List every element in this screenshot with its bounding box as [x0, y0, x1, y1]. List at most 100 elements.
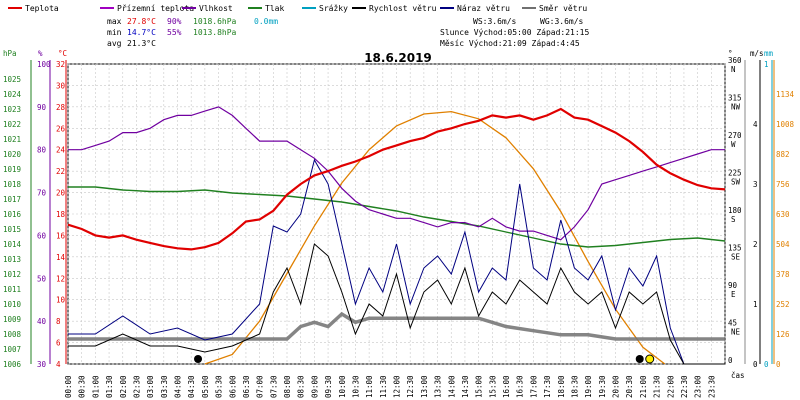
- wind-speed-stat: WS:3.6m/s: [473, 17, 517, 26]
- series-wind-gust: [68, 158, 725, 365]
- legend-label-pressure: Tlak: [265, 4, 284, 13]
- axis-label-dir: °: [728, 49, 733, 58]
- series-humidity: [68, 106, 725, 241]
- tick-hpa: 1025: [3, 75, 21, 84]
- tick-time: 08:30: [297, 375, 306, 398]
- max-rain: 0.0mm: [254, 17, 278, 26]
- series: [67, 106, 726, 365]
- tick-humidity: 40: [37, 317, 47, 326]
- tick-time: 22:00: [666, 375, 675, 398]
- tick-dir: 225: [728, 169, 742, 178]
- tick-time: 05:30: [215, 375, 224, 398]
- tick-solar: 252: [776, 300, 790, 309]
- series-wind-speed: [68, 243, 725, 365]
- series-solar: [204, 110, 666, 365]
- tick-humidity: 60: [37, 231, 47, 240]
- tick-hpa: 1006: [3, 360, 22, 369]
- moon-marker: [194, 355, 203, 363]
- tick-time: 03:00: [146, 375, 155, 398]
- tick-temp: 28: [56, 103, 66, 112]
- axis-label-hpa: hPa: [3, 49, 17, 58]
- tick-time: 02:00: [119, 375, 128, 398]
- tick-temp: 18: [56, 210, 66, 219]
- tick-time: 04:30: [187, 375, 196, 398]
- tick-dir-name: S: [731, 215, 736, 224]
- tick-dir: 180: [728, 206, 742, 215]
- tick-rain: 1: [764, 60, 769, 69]
- tick-temp: 20: [56, 189, 66, 198]
- tick-humidity: 90: [37, 103, 47, 112]
- chart-title: 18.6.2019: [364, 51, 432, 65]
- legend: Teplota Přízemní teplota Vlhkost Tlak Srážky…: [8, 4, 587, 13]
- legend-label-feels_like: Přízemní teplota: [117, 4, 194, 13]
- tick-solar: 126: [776, 330, 790, 339]
- tick-temp: 12: [56, 274, 65, 283]
- tick-hpa: 1009: [3, 315, 21, 324]
- axis-label-rain: mm: [764, 49, 774, 58]
- tick-temp: 24: [56, 146, 66, 155]
- tick-hpa: 1008: [3, 330, 22, 339]
- tick-time: 14:30: [461, 375, 470, 398]
- tick-wind: 1: [753, 300, 758, 309]
- tick-dir: 90: [728, 281, 738, 290]
- tick-solar: 756: [776, 180, 790, 189]
- avg-temp: 21.3°C: [127, 39, 156, 48]
- axis-label-wind: m/s: [750, 49, 764, 58]
- sun-times: Slunce Východ:05:00 Západ:21:15: [440, 28, 589, 37]
- tick-time: 19:00: [584, 375, 593, 398]
- tick-time: 12:00: [393, 375, 402, 398]
- tick-time: 16:30: [516, 375, 525, 398]
- min-pressure: 1013.8hPa: [193, 28, 237, 37]
- tick-time: 06:00: [228, 375, 237, 398]
- tick-dir: 45: [728, 319, 737, 328]
- moonset-marker: [635, 355, 644, 363]
- tick-temp: 14: [56, 253, 66, 262]
- tick-time: 19:30: [598, 375, 607, 398]
- tick-temp: 32: [56, 60, 65, 69]
- tick-time: 17:00: [529, 375, 538, 398]
- tick-temp: 30: [56, 81, 66, 90]
- tick-time: 11:30: [379, 375, 388, 398]
- legend-label-rain: Srážky: [319, 4, 348, 13]
- tick-hpa: 1015: [3, 225, 21, 234]
- tick-hpa: 1024: [3, 90, 22, 99]
- tick-hpa: 1007: [3, 345, 21, 354]
- tick-humidity: 100: [37, 60, 51, 69]
- tick-dir-name: SE: [731, 253, 741, 262]
- tick-dir-name: W: [731, 140, 736, 149]
- series-wind-dir: [68, 311, 725, 341]
- tick-time: 13:30: [434, 375, 443, 398]
- series-temperature: [67, 107, 726, 251]
- tick-wind: 2: [753, 240, 758, 249]
- series-pressure: [68, 186, 726, 248]
- tick-time: 15:30: [488, 375, 497, 398]
- tick-hpa: 1010: [3, 300, 22, 309]
- legend-label-wind_dir: Směr větru: [539, 4, 587, 13]
- tick-dir: 270: [728, 131, 742, 140]
- tick-time: 21:30: [653, 375, 662, 398]
- x-axis: 00:00 00:30 01:00 01:30 02:00 02:30 03:00 03:30…: [64, 371, 745, 398]
- tick-humidity: 30: [37, 360, 47, 369]
- tick-hpa: 1023: [3, 105, 21, 114]
- tick-time: 10:00: [338, 375, 347, 398]
- tick-hpa: 1021: [3, 135, 21, 144]
- tick-dir: 315: [728, 94, 742, 103]
- legend-label-wind_gust: Náraz větru: [457, 4, 510, 13]
- tick-time: 01:30: [105, 375, 114, 398]
- tick-hpa: 1017: [3, 195, 21, 204]
- tick-hpa: 1013: [3, 255, 21, 264]
- tick-time: 13:00: [420, 375, 429, 398]
- tick-time: 17:30: [543, 375, 552, 398]
- tick-solar: 1008: [776, 120, 795, 129]
- legend-label-temperature: Teplota: [25, 4, 59, 13]
- tick-solar: 504: [776, 240, 790, 249]
- tick-temp: 6: [56, 339, 61, 348]
- tick-solar: 882: [776, 150, 790, 159]
- tick-wind: 0: [753, 360, 758, 369]
- wind-gust-stat: WG:3.6m/s: [540, 17, 584, 26]
- tick-dir-name: SW: [731, 178, 741, 187]
- tick-temp: 26: [56, 124, 66, 133]
- tick-temp: 8: [56, 317, 61, 326]
- tick-rain: 0: [764, 360, 769, 369]
